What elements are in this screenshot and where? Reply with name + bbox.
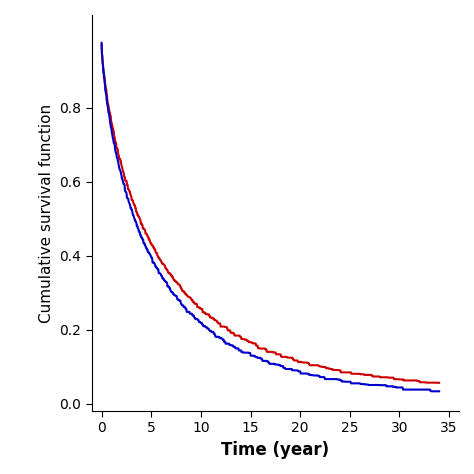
Y-axis label: Cumulative survival function: Cumulative survival function — [39, 103, 54, 323]
X-axis label: Time (year): Time (year) — [221, 441, 329, 459]
